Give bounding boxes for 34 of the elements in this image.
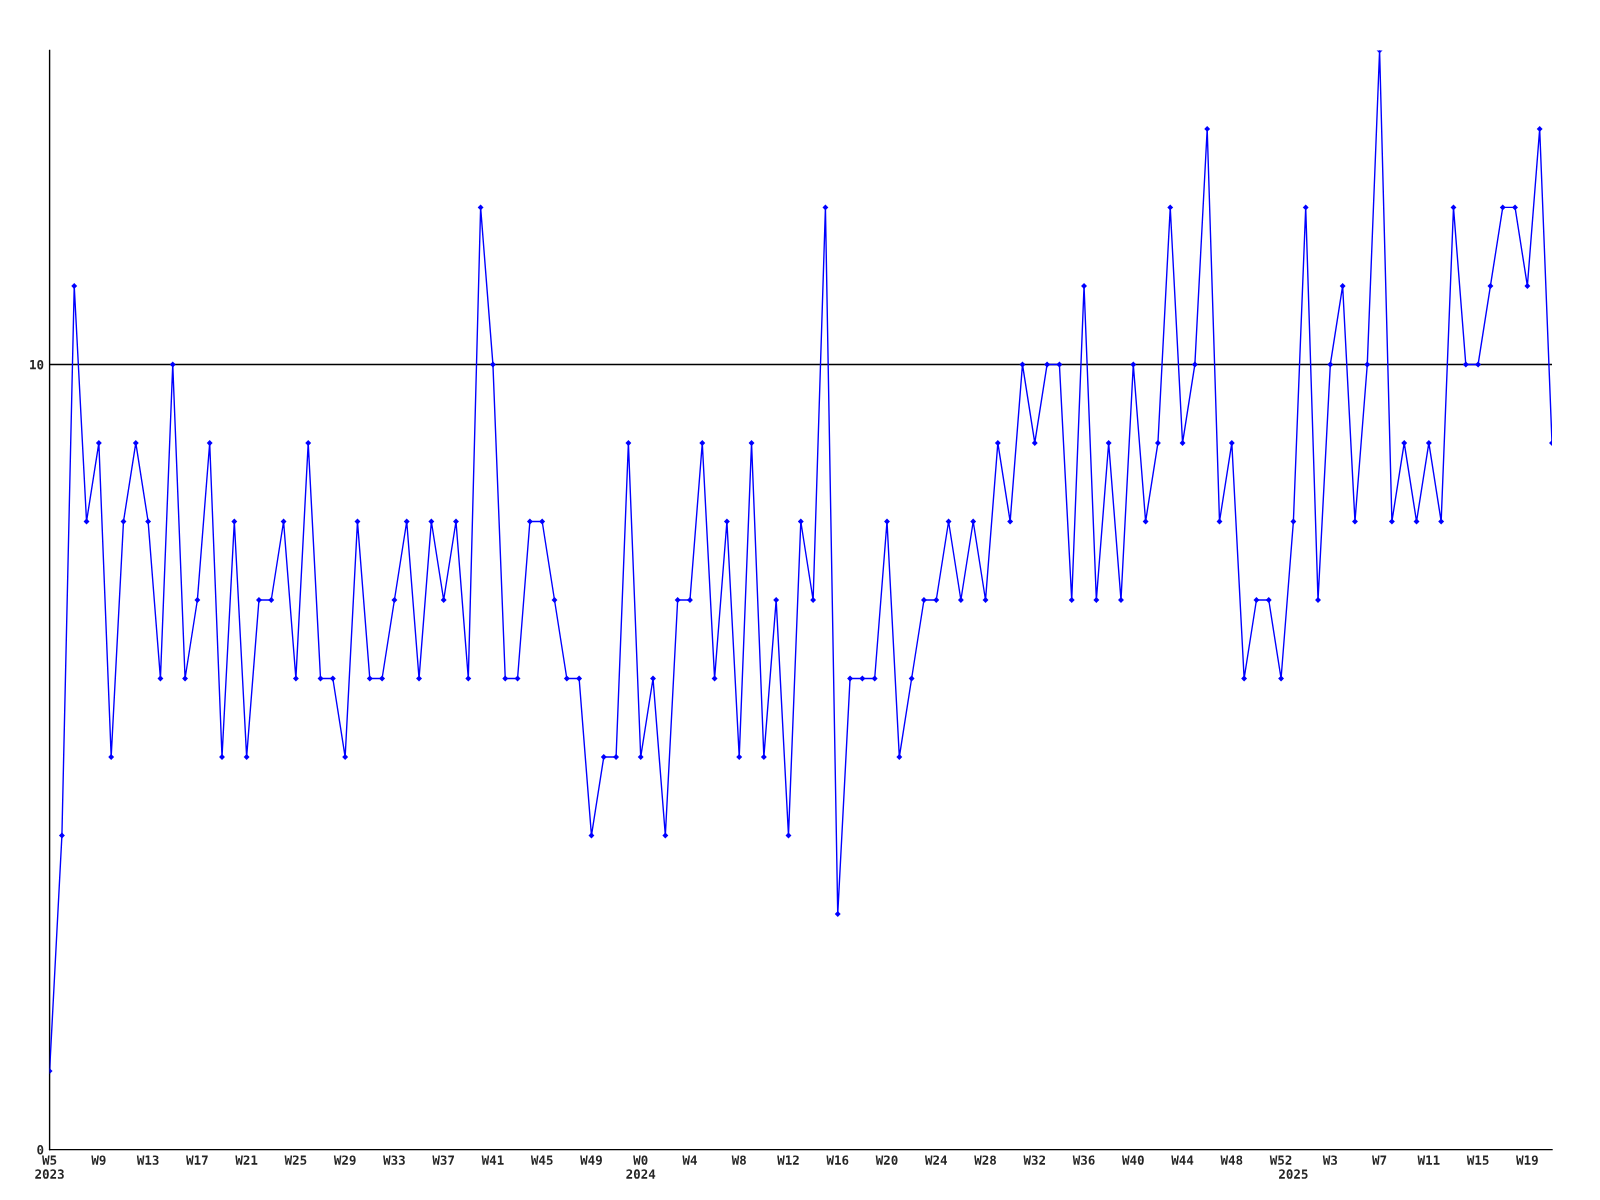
x-tick-label: W48 xyxy=(1220,1155,1243,1165)
x-tick-label: W29 xyxy=(333,1155,356,1165)
x-tick-label: W37 xyxy=(432,1155,455,1165)
y-tick-label: 0 xyxy=(37,1145,44,1155)
x-tick-label: W21 xyxy=(235,1155,258,1165)
x-tick-label: W20 xyxy=(875,1155,898,1165)
y-tick-label: 10 xyxy=(30,359,44,370)
x-tick-label: W40 xyxy=(1122,1155,1144,1165)
x-tick-label: W25 xyxy=(284,1155,307,1165)
x-tick-label: W33 xyxy=(383,1155,405,1165)
x-tick-label: W12 xyxy=(777,1155,799,1165)
x-tick-label: W41 xyxy=(481,1155,504,1165)
x-tick-label: W19 xyxy=(1516,1155,1538,1165)
x-tick-label: W45 xyxy=(530,1155,553,1165)
x-tick-label: W49 xyxy=(580,1155,602,1165)
x-tick-label: W36 xyxy=(1072,1155,1095,1165)
x-tick-label: W3 xyxy=(1322,1155,1338,1165)
x-tick-label: W16 xyxy=(826,1155,849,1165)
x-tick-label: W13 xyxy=(136,1155,159,1165)
x-tick-label: W11 xyxy=(1417,1155,1440,1165)
x-tick-label: W32 xyxy=(1023,1155,1046,1165)
x-tick-label: W24 xyxy=(924,1155,947,1165)
x-tick-label: W4 xyxy=(682,1155,697,1165)
x-tick-label: W5 2023 xyxy=(35,1155,64,1179)
x-tick-label: W7 xyxy=(1372,1155,1387,1165)
x-tick-label: W17 xyxy=(186,1155,208,1165)
x-tick-label: W8 xyxy=(731,1155,746,1165)
x-tick-label: W15 xyxy=(1466,1155,1489,1165)
x-tick-label: W44 xyxy=(1171,1155,1194,1165)
x-tick-label: W28 xyxy=(974,1155,997,1165)
x-tick-label: W52 xyxy=(1269,1155,1292,1165)
x-tick-label: W9 xyxy=(91,1155,106,1165)
x-tick-label: W0 2024 xyxy=(626,1155,656,1179)
x-tick-label: 2025 xyxy=(1279,1169,1308,1179)
